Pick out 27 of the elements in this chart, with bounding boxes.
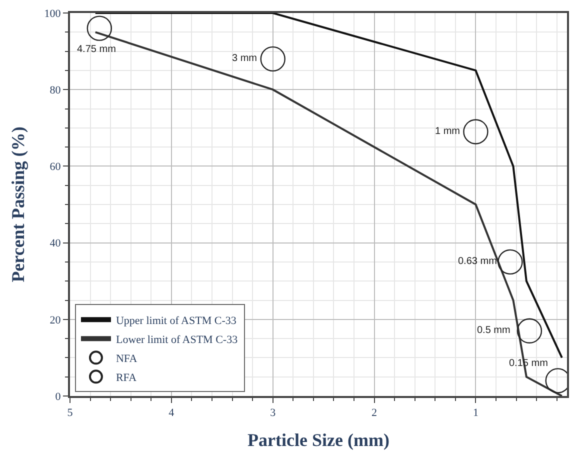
annotation: 4.75 mm (77, 44, 116, 55)
x-tick-label: 4 (168, 407, 175, 420)
y-tick-label: 0 (55, 390, 62, 403)
annotation: 0.63 mm (458, 256, 497, 267)
x-tick-label: 1 (472, 407, 478, 420)
y-axis-title: Percent Passing (%) (8, 126, 28, 282)
point (516, 318, 542, 344)
y-tick-label: 20 (50, 314, 62, 326)
x-axis-title: Particle Size (mm) (248, 430, 390, 450)
point (498, 249, 523, 275)
legend-label: Upper limit of ASTM C-33 (116, 314, 237, 327)
y-tick-label: 80 (50, 84, 62, 96)
point (463, 119, 488, 144)
legend-label: RFA (116, 372, 137, 384)
legend-label: NFA (116, 352, 138, 365)
y-tick-label: 40 (50, 238, 62, 250)
y-tick-label: 60 (50, 161, 62, 174)
legend-label: Lower limit of ASTM C-33 (116, 334, 238, 346)
x-tick-label: 2 (372, 407, 378, 420)
x-tick-label: 3 (270, 407, 276, 420)
annotation: 0.5 mm (477, 325, 510, 336)
annotation: 1 mm (435, 126, 460, 137)
y-tick-label: 100 (44, 8, 62, 20)
point (260, 46, 286, 72)
point (86, 16, 112, 41)
x-tick-label: 5 (67, 407, 74, 420)
annotation: 3 mm (232, 53, 257, 64)
